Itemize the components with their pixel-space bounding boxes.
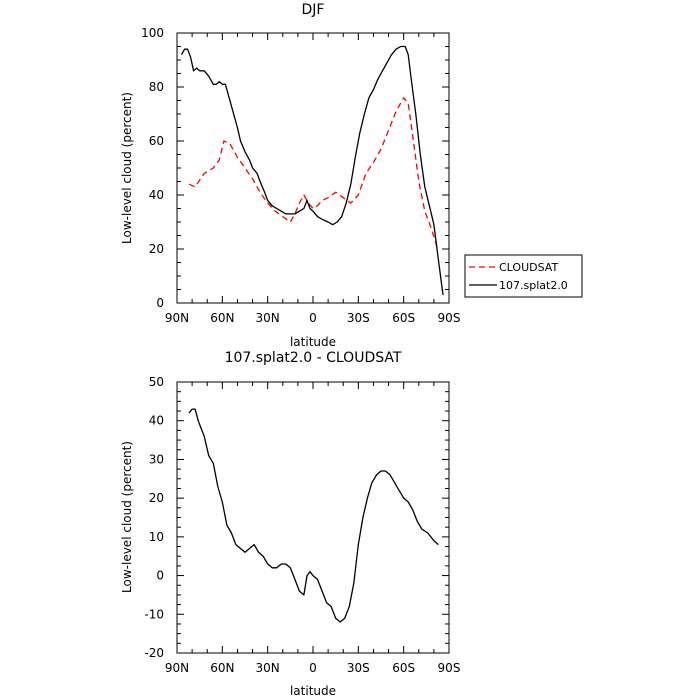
bottom-chart-ylabel: Low-level cloud (percent)	[120, 441, 134, 593]
top-chart-title: DJF	[302, 2, 325, 18]
x-tick-label: 60S	[392, 311, 415, 325]
x-tick-label: 90N	[165, 661, 189, 675]
x-tick-label: 30N	[256, 661, 280, 675]
bottom-chart-title: 107.splat2.0 - CLOUDSAT	[225, 350, 402, 366]
y-tick-label: 10	[149, 530, 164, 544]
x-tick-label: 90S	[438, 661, 461, 675]
y-tick-label: 30	[149, 452, 164, 466]
y-tick-label: 60	[149, 134, 164, 148]
x-tick-label: 0	[309, 311, 317, 325]
x-tick-label: 30S	[347, 311, 370, 325]
top-panel: DJF Low-level cloud (percent) latitude 9…	[120, 2, 460, 349]
x-tick-label: 60N	[210, 311, 234, 325]
bottom-chart-frame	[176, 381, 450, 654]
series-line-107-splat2-0	[180, 45, 444, 295]
legend-label-model: 107.splat2.0	[499, 279, 568, 292]
top-chart-frame	[176, 32, 450, 304]
series-line-difference	[188, 408, 439, 623]
top-chart-ylabel: Low-level cloud (percent)	[120, 92, 134, 244]
top-chart-xlabel: latitude	[290, 335, 336, 349]
y-tick-label: 0	[156, 296, 164, 310]
top-chart-axes: 90N 60N 30N 0 30S 60S 90S 0 20 40 60 80 100	[141, 26, 460, 325]
x-tick-label: 60N	[210, 661, 234, 675]
legend-box	[464, 254, 583, 298]
legend: CLOUDSAT 107.splat2.0	[464, 254, 583, 298]
top-chart-series	[180, 45, 444, 295]
x-tick-label: 90S	[438, 311, 461, 325]
y-tick-label: 80	[149, 80, 164, 94]
y-tick-label: 50	[149, 375, 164, 389]
series-line-cloudsat	[188, 97, 438, 247]
x-tick-label: 60S	[392, 661, 415, 675]
y-tick-label: -10	[144, 607, 164, 621]
x-tick-label: 30S	[347, 661, 370, 675]
y-tick-label: 40	[149, 414, 164, 428]
bottom-chart-xlabel: latitude	[290, 684, 336, 698]
y-tick-label: 40	[149, 188, 164, 202]
y-tick-label: -20	[144, 646, 164, 660]
y-tick-label: 20	[149, 242, 164, 256]
y-tick-label: 20	[149, 491, 164, 505]
x-tick-label: 30N	[256, 311, 280, 325]
bottom-panel: 107.splat2.0 - CLOUDSAT Low-level cloud …	[120, 350, 460, 698]
y-tick-label: 100	[141, 26, 164, 40]
x-tick-label: 90N	[165, 311, 189, 325]
x-tick-label: 0	[309, 661, 317, 675]
bottom-chart-axes: 90N 60N 30N 0 30S 60S 90S -20 -10 0 10 20 30 40 50	[144, 375, 460, 675]
y-tick-label: 0	[156, 569, 164, 583]
legend-label-cloudsat: CLOUDSAT	[499, 261, 558, 274]
bottom-chart-series	[188, 408, 439, 623]
